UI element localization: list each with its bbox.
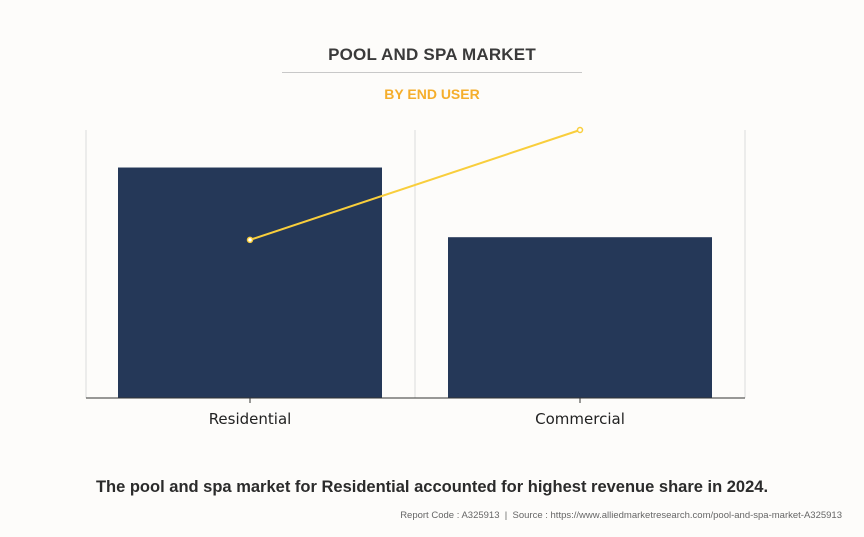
- grid-lines: [85, 130, 746, 398]
- x-label-residential: Residential: [208, 410, 292, 428]
- bar-commercial: [448, 237, 712, 398]
- bar-series: [118, 167, 712, 398]
- chart-caption: The pool and spa market for Residential …: [95, 478, 769, 496]
- chart-title: POOL AND SPA MARKET: [328, 45, 536, 64]
- x-label-commercial: Commercial: [535, 410, 625, 428]
- source-note: Report Code : A325913 | Source : https:/…: [400, 510, 842, 521]
- title-divider: [282, 72, 582, 73]
- line-series: [246, 126, 584, 244]
- bar-residential: [118, 167, 382, 398]
- chart-subtitle: BY END USER: [384, 86, 480, 102]
- trend-line: [249, 129, 581, 241]
- trend-point-commercial: [576, 126, 584, 134]
- trend-point-residential: [246, 236, 254, 244]
